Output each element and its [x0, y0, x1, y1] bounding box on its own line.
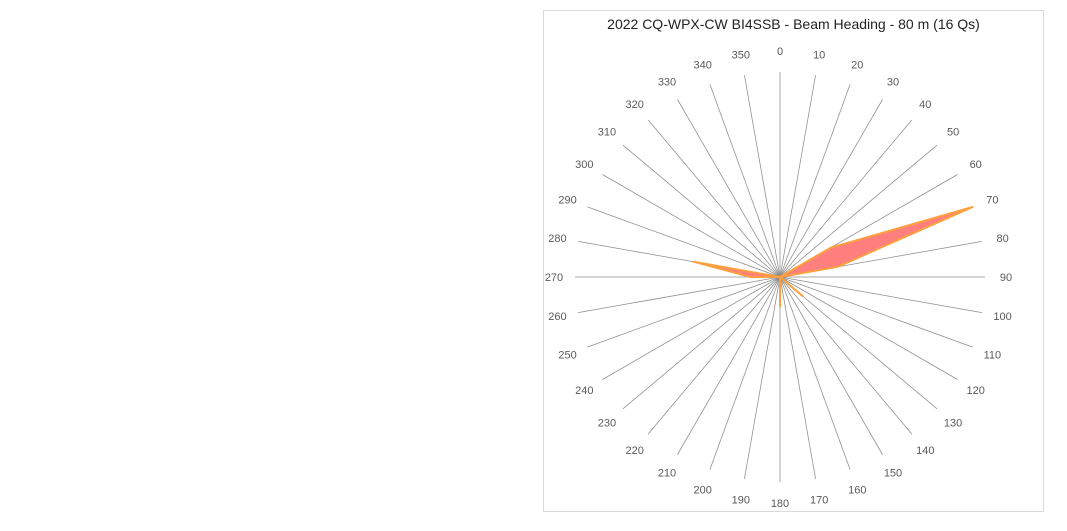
angle-tick-label: 150	[884, 468, 902, 480]
series-area-0	[692, 205, 974, 308]
grid-spoke-350	[744, 75, 781, 278]
grid-spoke-310	[622, 144, 781, 278]
angle-tick-label: 330	[658, 76, 676, 88]
angle-tick-label: 90	[1000, 272, 1012, 284]
grid-spoke-230	[622, 276, 781, 410]
grid-spoke-20	[779, 84, 851, 278]
grid-spoke-50	[779, 144, 938, 278]
angle-tick-label: 50	[947, 127, 959, 139]
data-point-130	[801, 295, 803, 297]
angle-tick-label: 340	[694, 60, 712, 72]
chart-title: 2022 CQ-WPX-CW BI4SSB - Beam Heading - 8…	[607, 16, 980, 32]
angle-tick-label: 260	[548, 311, 566, 323]
grid-spoke-250	[587, 276, 781, 348]
grid-spoke-130	[779, 276, 938, 410]
angle-tick-label: 210	[658, 468, 676, 480]
angle-tick-label: 270	[545, 272, 563, 284]
angle-tick-label: 300	[575, 159, 593, 171]
data-point-70	[972, 206, 974, 208]
angle-tick-label: 220	[626, 445, 644, 457]
angle-tick-label: 130	[944, 417, 962, 429]
angle-tick-label: 180	[771, 498, 789, 510]
grid-spoke-150	[779, 276, 883, 455]
angle-tick-label: 350	[732, 49, 750, 61]
angle-tick-label: 240	[575, 385, 593, 397]
angle-tick-label: 60	[970, 159, 982, 171]
angle-tick-label: 40	[919, 99, 931, 111]
chart-frame: 2022 CQ-WPX-CW BI4SSB - Beam Heading - 8…	[543, 10, 1044, 512]
angle-tick-label: 280	[548, 233, 566, 245]
grid-spoke-200	[709, 276, 781, 470]
radar-chart: 0 10 20 30 40 50 60 70 80 90 100 110 120 130 140 150 160…	[545, 46, 1012, 510]
data-point-280	[693, 261, 694, 263]
angle-tick-label: 100	[993, 311, 1011, 323]
grid-spoke-140	[779, 276, 913, 435]
data-point-80	[837, 266, 839, 268]
grid-spoke-210	[677, 276, 781, 455]
angle-tick-label: 170	[810, 495, 828, 507]
angle-tick-label: 20	[851, 60, 863, 72]
grid-spoke-190	[744, 276, 781, 479]
angle-tick-label: 10	[813, 49, 825, 61]
angle-tick-label: 80	[996, 233, 1008, 245]
angle-tick-label: 140	[916, 445, 934, 457]
grid-spoke-340	[709, 84, 781, 278]
angle-tick-label: 250	[558, 349, 576, 361]
grid-spoke-260	[578, 276, 781, 313]
angle-tick-label: 30	[887, 76, 899, 88]
angle-tick-label: 70	[986, 195, 998, 207]
grid-spoke-240	[602, 276, 781, 380]
angle-tick-label: 320	[626, 99, 644, 111]
grid-spoke-160	[779, 276, 851, 470]
data-point-270	[750, 276, 752, 278]
grid-spoke-320	[647, 119, 781, 278]
angle-tick-label: 230	[598, 417, 616, 429]
angle-tick-label: 290	[558, 195, 576, 207]
grid-spoke-290	[587, 206, 781, 278]
data-point-350	[779, 276, 781, 278]
grid-spoke-100	[779, 276, 982, 313]
grid-spoke-300	[602, 174, 781, 278]
grid-spoke-10	[779, 75, 816, 278]
grid-spoke-170	[779, 276, 816, 479]
data-point-180	[779, 305, 781, 307]
grid-spoke-110	[779, 276, 973, 348]
angle-tick-label: 190	[732, 495, 750, 507]
grid-spoke-330	[677, 99, 781, 278]
grid-spoke-40	[779, 119, 913, 278]
angle-tick-label: 120	[967, 385, 985, 397]
grid-spoke-30	[779, 99, 883, 278]
angle-tick-label: 200	[694, 484, 712, 496]
angle-tick-label: 160	[848, 484, 866, 496]
angle-tick-label: 0	[777, 46, 783, 58]
data-point-60	[830, 247, 832, 249]
grid-spoke-220	[647, 276, 781, 435]
angle-tick-label: 310	[598, 127, 616, 139]
angle-tick-label: 110	[984, 349, 1002, 361]
grid-spoke-120	[779, 276, 958, 380]
